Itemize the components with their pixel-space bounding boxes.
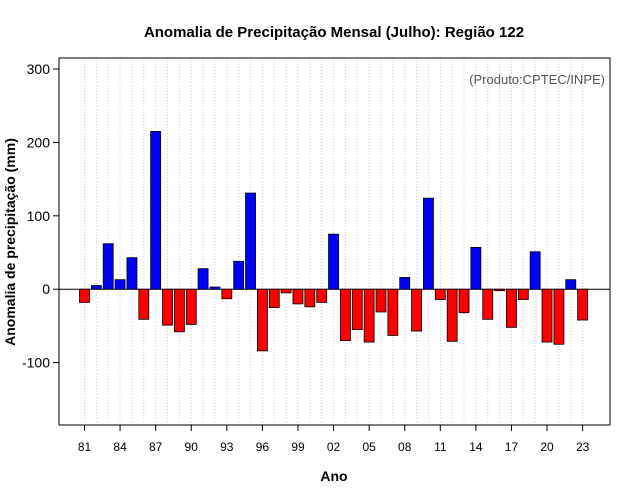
- bar-2006: [375, 288, 387, 313]
- bar-2003: [340, 288, 351, 341]
- bar-2002: [328, 233, 339, 290]
- x-axis: 81 84 87 90 93 96 99 02 05 08 11 14 17 20 23: [78, 425, 590, 454]
- bar-1985: [126, 257, 138, 290]
- bar-1991: [197, 268, 209, 290]
- x-tick-label: 14: [469, 440, 483, 454]
- x-tick-label: 84: [113, 440, 127, 454]
- x-tick-label: 87: [149, 440, 163, 454]
- bar-2011: [434, 288, 446, 300]
- bar-1999: [292, 288, 304, 305]
- bar-2001: [316, 288, 328, 303]
- bar-1992: [209, 286, 221, 290]
- y-tick-label: 100: [27, 208, 51, 224]
- bar-2019: [529, 251, 541, 290]
- bar-1983: [102, 243, 114, 290]
- bar-1995: [245, 192, 256, 290]
- x-tick-label: 90: [185, 440, 199, 454]
- bar-2014: [470, 246, 482, 290]
- bar-1994: [233, 260, 245, 290]
- y-tick-label: 200: [27, 134, 51, 150]
- plot-frame: [58, 57, 611, 426]
- y-tick-label: 0: [42, 281, 50, 297]
- bar-2016: [494, 288, 506, 292]
- bar-2018: [517, 288, 529, 300]
- y-axis-title: Anomalia de precipitação (mm): [2, 138, 18, 346]
- x-tick-label: 02: [327, 440, 341, 454]
- bar-1998: [280, 288, 292, 294]
- bar-2017: [506, 288, 517, 328]
- bar-2004: [351, 288, 363, 330]
- x-tick-label: 20: [540, 440, 554, 454]
- bar-2022: [565, 279, 577, 290]
- x-tick-label: 96: [256, 440, 270, 454]
- bar-2007: [387, 288, 399, 336]
- bar-1986: [138, 288, 150, 320]
- bars: [79, 130, 589, 352]
- credit-label: (Produto:CPTEC/INPE): [469, 72, 605, 87]
- bar-1982: [90, 285, 102, 290]
- bar-1989: [173, 288, 185, 333]
- x-tick-label: 93: [220, 440, 234, 454]
- x-axis-title: Ano: [320, 468, 347, 484]
- bar-2023: [577, 288, 589, 321]
- chart-title: Anomalia de Precipitação Mensal (Julho):…: [144, 24, 524, 41]
- x-tick-label: 11: [434, 440, 447, 454]
- bar-1984: [114, 279, 126, 290]
- x-tick-label: 08: [398, 440, 412, 454]
- x-tick-label: 17: [505, 440, 519, 454]
- bar-2015: [482, 288, 494, 320]
- bar-1997: [268, 288, 280, 308]
- bar-1990: [185, 288, 197, 325]
- bar-1988: [162, 288, 173, 326]
- x-tick-label: 99: [291, 440, 305, 454]
- grid-lines: [84, 58, 584, 425]
- bar-2010: [423, 197, 434, 290]
- y-tick-label: 300: [27, 61, 51, 77]
- y-tick-label: -100: [22, 355, 50, 371]
- bar-2009: [411, 288, 422, 332]
- bar-1987: [150, 130, 162, 290]
- bar-2005: [363, 288, 375, 343]
- bar-1996: [256, 288, 268, 352]
- bar-2000: [304, 288, 316, 308]
- bar-1981: [79, 288, 90, 303]
- y-axis: -100 0 100 200 300: [22, 61, 59, 371]
- bar-2013: [458, 288, 470, 314]
- bar-2012: [446, 288, 458, 342]
- bar-2020: [541, 288, 553, 343]
- x-tick-label: 81: [78, 440, 92, 454]
- bar-2021: [553, 288, 565, 345]
- x-tick-label: 23: [576, 440, 590, 454]
- bar-1993: [221, 288, 233, 300]
- x-tick-label: 05: [362, 440, 376, 454]
- bar-2008: [399, 277, 411, 290]
